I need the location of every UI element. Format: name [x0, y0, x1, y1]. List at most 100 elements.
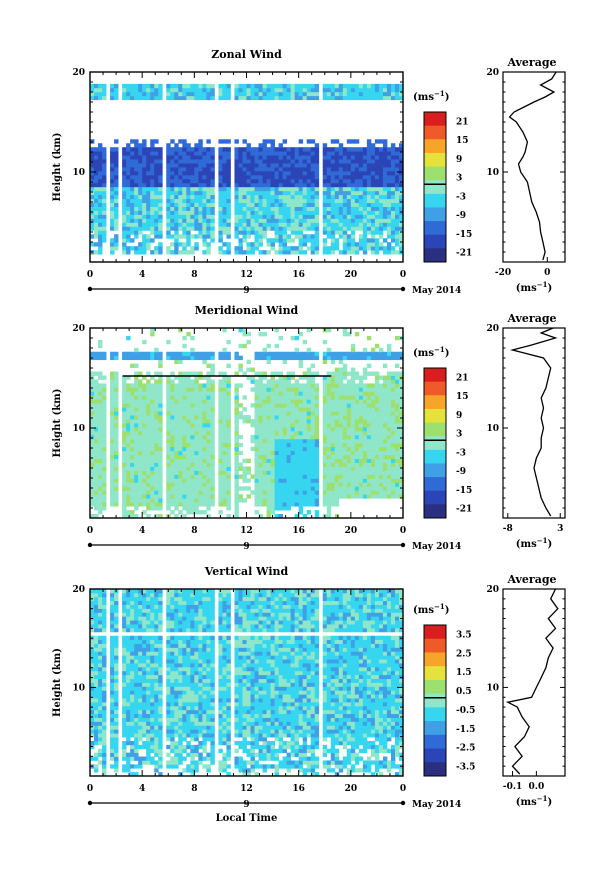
heatmap-cell — [338, 411, 344, 416]
heatmap-cell — [350, 155, 356, 160]
heatmap-cell — [382, 490, 388, 495]
heatmap-cell — [294, 399, 300, 404]
heatmap-cell — [90, 234, 95, 239]
heatmap-cell — [378, 190, 384, 196]
heatmap-cell — [142, 250, 147, 255]
heatmap-cell — [202, 434, 207, 440]
heatmap-cell — [98, 510, 103, 515]
heatmap-cell — [218, 478, 223, 483]
heatmap-cell — [238, 210, 243, 215]
heatmap-cell — [394, 395, 400, 400]
heatmap-cell — [330, 478, 336, 483]
heatmap-cell — [170, 242, 175, 247]
heatmap-cell — [362, 494, 368, 499]
heatmap-cell — [374, 139, 380, 144]
heatmap-cell — [278, 470, 284, 475]
heatmap-cell — [134, 415, 139, 420]
heatmap-cell — [198, 423, 203, 428]
heatmap-cell — [370, 446, 376, 452]
heatmap-cell — [134, 486, 139, 491]
heatmap-cell — [394, 174, 400, 180]
heatmap-cell — [358, 395, 364, 400]
profile-line — [508, 71, 557, 261]
heatmap-cell — [90, 470, 95, 475]
heatmap-cell — [94, 458, 99, 463]
heatmap-cell — [358, 83, 364, 89]
heatmap-cell — [362, 151, 368, 156]
heatmap-cell — [142, 170, 147, 176]
heatmap-cell — [190, 347, 195, 353]
heatmap-cell — [398, 426, 404, 432]
unit-exponent: −1 — [537, 280, 548, 289]
heatmap-cell — [138, 399, 143, 404]
heatmap-cell — [398, 226, 404, 231]
heatmap-cell — [222, 387, 227, 392]
heatmap-cell — [302, 147, 308, 152]
heatmap-cell — [310, 498, 316, 503]
heatmap-cell — [326, 446, 332, 452]
heatmap-cell — [126, 206, 131, 211]
heatmap-cell — [306, 155, 312, 160]
heatmap-cell — [282, 250, 288, 255]
heatmap-cell — [146, 194, 151, 200]
heatmap-cell — [294, 411, 300, 416]
heatmap-cell — [298, 438, 304, 444]
heatmap-cell — [238, 198, 243, 204]
heatmap-cell — [274, 190, 279, 196]
heatmap-cell — [342, 395, 348, 400]
heatmap-cell — [250, 155, 255, 160]
heatmap-cell — [370, 347, 376, 353]
heatmap-cell — [374, 454, 380, 460]
heatmap-cell — [362, 214, 368, 219]
heatmap-cell — [294, 234, 300, 239]
heatmap-cell — [210, 159, 215, 164]
heatmap-cell — [254, 238, 259, 243]
heatmap-cell — [398, 151, 404, 156]
heatmap-cell — [286, 470, 292, 475]
heatmap-cell — [270, 242, 275, 247]
heatmap-cell — [254, 470, 259, 475]
heatmap-cell — [210, 438, 215, 444]
heatmap-cell — [366, 139, 372, 144]
heatmap-cell — [278, 95, 284, 101]
heatmap-cell — [170, 379, 175, 384]
heatmap-cell — [274, 399, 279, 404]
heatmap-cell — [166, 178, 171, 184]
heatmap-cell — [246, 359, 251, 365]
heatmap-cell — [158, 458, 163, 463]
heatmap-cell — [94, 210, 99, 215]
heatmap-cell — [90, 411, 95, 416]
heatmap-cell — [306, 226, 312, 231]
heatmap-cell — [150, 494, 155, 499]
heatmap-cell — [386, 419, 392, 424]
heatmap-cell — [270, 202, 275, 207]
heatmap-cell — [166, 87, 171, 93]
heatmap-cell — [170, 186, 175, 192]
heatmap-cell — [258, 355, 263, 361]
heatmap-cell — [386, 486, 392, 491]
heatmap-cell — [382, 458, 388, 463]
heatmap-cell — [198, 155, 203, 160]
heatmap-cell — [322, 202, 328, 207]
heatmap-cell — [234, 403, 239, 408]
heatmap-cell — [310, 242, 316, 247]
heatmap-cell — [178, 351, 183, 357]
heatmap-cell — [114, 387, 119, 392]
heatmap-cell — [286, 442, 292, 448]
heatmap-cell — [246, 87, 251, 93]
heatmap-cell — [146, 391, 151, 396]
heatmap-cell — [270, 474, 275, 479]
heatmap-cell — [234, 210, 239, 215]
heatmap-cell — [126, 403, 131, 408]
heatmap-cell — [346, 462, 352, 467]
heatmap-cell — [398, 442, 404, 448]
heatmap-cell — [142, 139, 147, 144]
heatmap-cell — [190, 83, 195, 89]
heatmap-cell — [134, 387, 139, 392]
heatmap-cell — [374, 355, 380, 361]
heatmap-cell — [222, 498, 227, 503]
heatmap-cell — [154, 395, 159, 400]
heatmap-cell — [206, 351, 211, 357]
heatmap-cell — [306, 371, 312, 376]
heatmap-cell — [134, 218, 139, 223]
